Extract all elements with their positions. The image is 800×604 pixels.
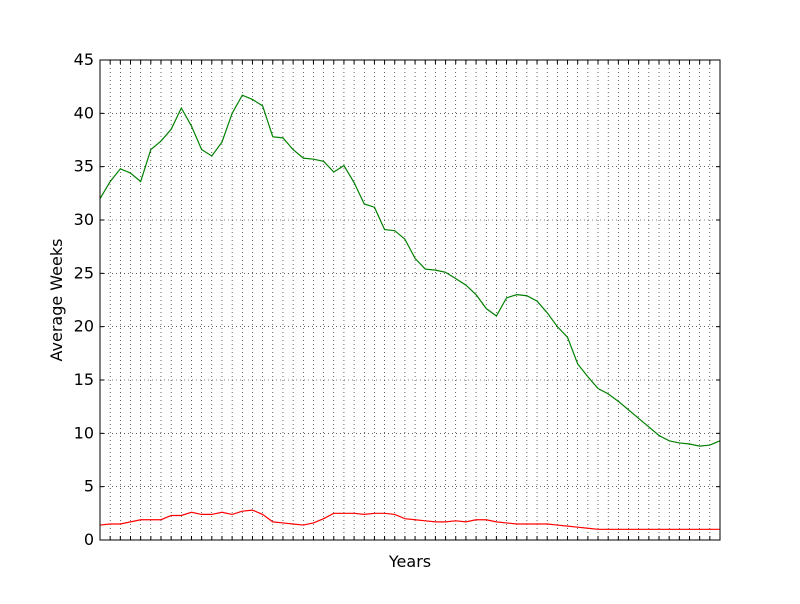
y-tick-label: 20 <box>74 317 94 336</box>
y-axis-label: Average Weeks <box>47 239 66 362</box>
y-tick-label: 25 <box>74 263 94 282</box>
grid-lines <box>100 60 720 540</box>
y-tick-label: 5 <box>84 477 94 496</box>
y-tick-label: 0 <box>84 530 94 549</box>
series-line-1 <box>99 94 721 447</box>
y-tick-label: 45 <box>74 50 94 69</box>
series-layer <box>99 94 721 530</box>
y-tick-label: 30 <box>74 210 94 229</box>
y-tick-label: 40 <box>74 103 94 122</box>
x-axis-label: Years <box>388 552 431 571</box>
series-line-2 <box>99 509 720 530</box>
axis-ticks <box>99 59 721 541</box>
y-tick-label: 10 <box>74 423 94 442</box>
y-tick-label: 15 <box>74 370 94 389</box>
y-tick-label: 35 <box>74 157 94 176</box>
y-tick-labels: 0 5 10 15 20 25 30 35 40 45 <box>74 50 94 549</box>
plot-frame <box>99 59 721 541</box>
